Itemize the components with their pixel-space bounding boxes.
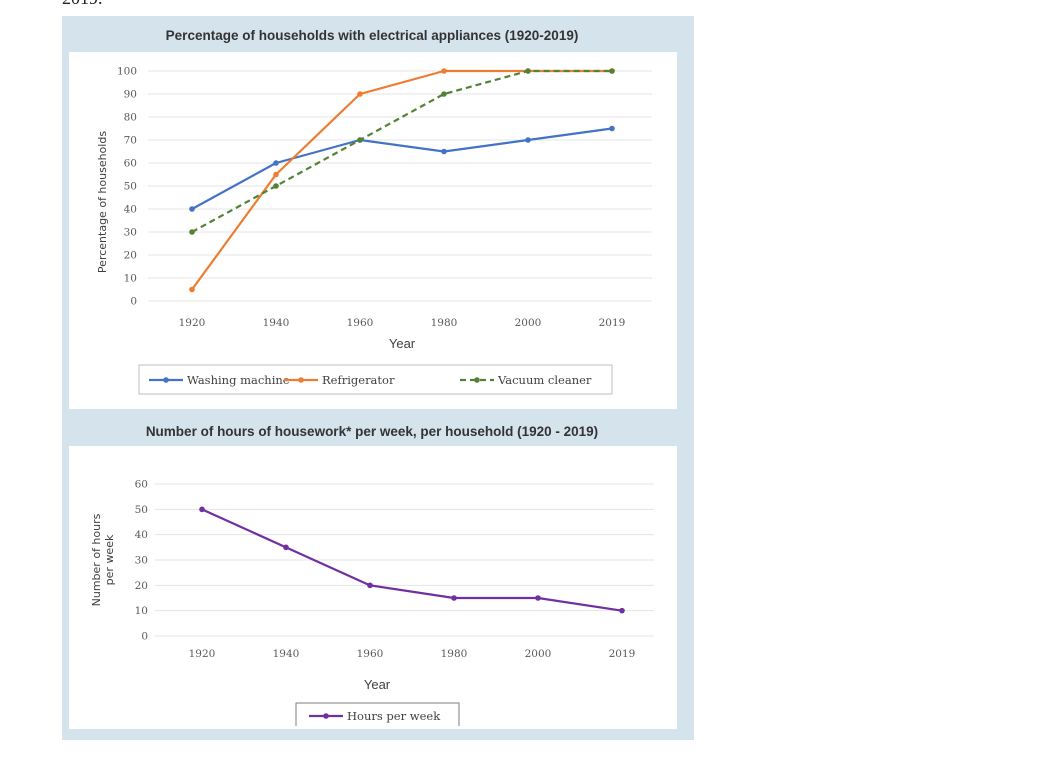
chart2-gridlines xyxy=(155,483,654,637)
chart1-x-tick-1980: 1980 xyxy=(431,317,458,329)
chart1-y-tick-40: 40 xyxy=(124,204,137,216)
chart2-x-tick-1980: 1980 xyxy=(441,648,468,660)
chart1-line-vacuum-cleaner xyxy=(191,69,612,233)
chart1-x-axis-label: Year xyxy=(389,336,416,351)
chart2-y-ticks: 0 10 20 30 40 50 60 xyxy=(135,479,148,643)
chart1-legend: Washing machine Refrigerator Vacuum cleane… xyxy=(138,364,613,395)
chart2-y-tick-30: 30 xyxy=(135,555,148,567)
chart1-gridlines xyxy=(148,70,652,302)
chart2-x-tick-1920: 1920 xyxy=(189,648,216,660)
chart2-point-hours-per-week-2000 xyxy=(535,595,541,601)
chart1-plot-background xyxy=(69,52,677,409)
chart1-legend-marker-washing-machine xyxy=(163,377,169,383)
chart1-point-refrigerator-1960 xyxy=(357,91,363,97)
chart2-point-hours-per-week-2019 xyxy=(619,607,625,614)
chart1-legend-label-washing-machine: Washing machine xyxy=(187,373,290,387)
chart2-y-axis-label-line1: Number of hours xyxy=(90,513,103,606)
chart1-x-tick-2000: 2000 xyxy=(515,317,542,329)
chart1-y-tick-50: 50 xyxy=(124,181,137,193)
chart1-y-tick-10: 10 xyxy=(124,273,137,285)
chart2-plot-background xyxy=(69,446,677,729)
chart1-point-vacuum-cleaner-1980 xyxy=(441,91,447,97)
chart1-title: Percentage of households with electrical… xyxy=(166,28,579,43)
chart2-x-tick-1960: 1960 xyxy=(357,648,384,660)
chart2-y-tick-40: 40 xyxy=(135,529,148,541)
chart1-point-vacuum-cleaner-1940 xyxy=(273,183,279,189)
chart1-y-tick-70: 70 xyxy=(124,135,137,147)
chart1-point-vacuum-cleaner-2000 xyxy=(525,68,531,74)
chart1-series xyxy=(189,68,615,293)
chart1-legend-box xyxy=(138,364,613,395)
chart2-x-tick-2019: 2019 xyxy=(609,648,636,660)
chart2-y-tick-0: 0 xyxy=(141,631,148,643)
chart2-series xyxy=(199,506,625,614)
chart2-y-tick-50: 50 xyxy=(135,504,148,516)
cropped-text-fragment: 2019. xyxy=(62,0,103,9)
charts-panel: Percentage of households with electrical… xyxy=(62,16,694,740)
chart1-y-ticks: 0 10 20 30 40 50 60 70 80 90 100 xyxy=(117,66,137,308)
chart2-point-hours-per-week-1960 xyxy=(367,582,373,589)
chart1-point-washing-machine-2019 xyxy=(609,125,615,132)
chart1-y-axis-label: Percentage of households xyxy=(96,131,109,273)
chart2-point-hours-per-week-1940 xyxy=(283,544,289,551)
chart1-y-tick-0: 0 xyxy=(130,296,137,308)
chart1-x-tick-1960: 1960 xyxy=(347,317,374,329)
chart1-x-tick-1920: 1920 xyxy=(179,317,206,329)
chart1-legend-marker-refrigerator xyxy=(298,377,304,383)
chart2-x-tick-2000: 2000 xyxy=(525,648,552,660)
chart1-y-tick-60: 60 xyxy=(124,158,137,170)
chart1-y-tick-80: 80 xyxy=(124,112,137,124)
chart1-y-tick-30: 30 xyxy=(124,227,137,239)
chart1-line-refrigerator xyxy=(191,69,612,291)
chart2-legend-label-hours-per-week: Hours per week xyxy=(347,709,441,723)
chart2-x-ticks: 1920 1940 1960 1980 2000 2019 xyxy=(189,648,636,660)
chart1-x-tick-2019: 2019 xyxy=(599,317,626,329)
chart1-legend-marker-vacuum-cleaner xyxy=(474,377,480,383)
chart1-y-tick-100: 100 xyxy=(117,66,137,78)
chart1-point-refrigerator-1920 xyxy=(189,286,195,293)
chart1-point-washing-machine-1940 xyxy=(273,160,279,166)
chart2-title: Number of hours of housework* per week, … xyxy=(146,424,598,439)
chart1-line-washing-machine xyxy=(191,127,613,210)
chart1-x-ticks: 1920 1940 1960 1980 2000 2019 xyxy=(179,317,626,329)
chart1-point-vacuum-cleaner-2019 xyxy=(609,68,615,74)
chart1-legend-label-vacuum-cleaner: Vacuum cleaner xyxy=(497,373,592,387)
chart1-y-tick-90: 90 xyxy=(124,89,137,101)
chart1-point-vacuum-cleaner-1960 xyxy=(357,137,363,143)
chart2-legend-marker-hours-per-week xyxy=(323,713,329,719)
chart1-legend-label-refrigerator: Refrigerator xyxy=(322,373,395,387)
chart2-y-tick-20: 20 xyxy=(135,580,148,592)
chart1-x-tick-1940: 1940 xyxy=(263,317,290,329)
chart2-line-hours-per-week xyxy=(201,508,623,612)
chart1-point-refrigerator-1980 xyxy=(441,68,447,74)
chart2-legend: Hours per week xyxy=(295,702,460,726)
chart2-x-tick-1940: 1940 xyxy=(273,648,300,660)
chart1-point-vacuum-cleaner-1920 xyxy=(189,229,195,235)
chart1-point-washing-machine-1920 xyxy=(189,206,195,212)
chart1-y-tick-20: 20 xyxy=(124,250,137,262)
chart2-legend-box xyxy=(295,702,460,726)
chart1-point-refrigerator-1940 xyxy=(273,171,279,178)
chart2-point-hours-per-week-1920 xyxy=(199,506,205,513)
chart2-x-axis-label: Year xyxy=(364,677,391,692)
chart2-y-axis-label-line2: per week xyxy=(103,534,116,585)
chart2-y-tick-10: 10 xyxy=(135,605,148,617)
housework-hours-line-chart: Number of hours of housework* per week, … xyxy=(90,424,654,726)
chart2-point-hours-per-week-1980 xyxy=(451,595,457,601)
chart1-point-washing-machine-1980 xyxy=(441,148,447,155)
chart1-point-washing-machine-2000 xyxy=(525,137,531,143)
chart2-y-tick-60: 60 xyxy=(135,479,148,491)
appliances-line-chart: Percentage of households with electrical… xyxy=(96,28,652,395)
